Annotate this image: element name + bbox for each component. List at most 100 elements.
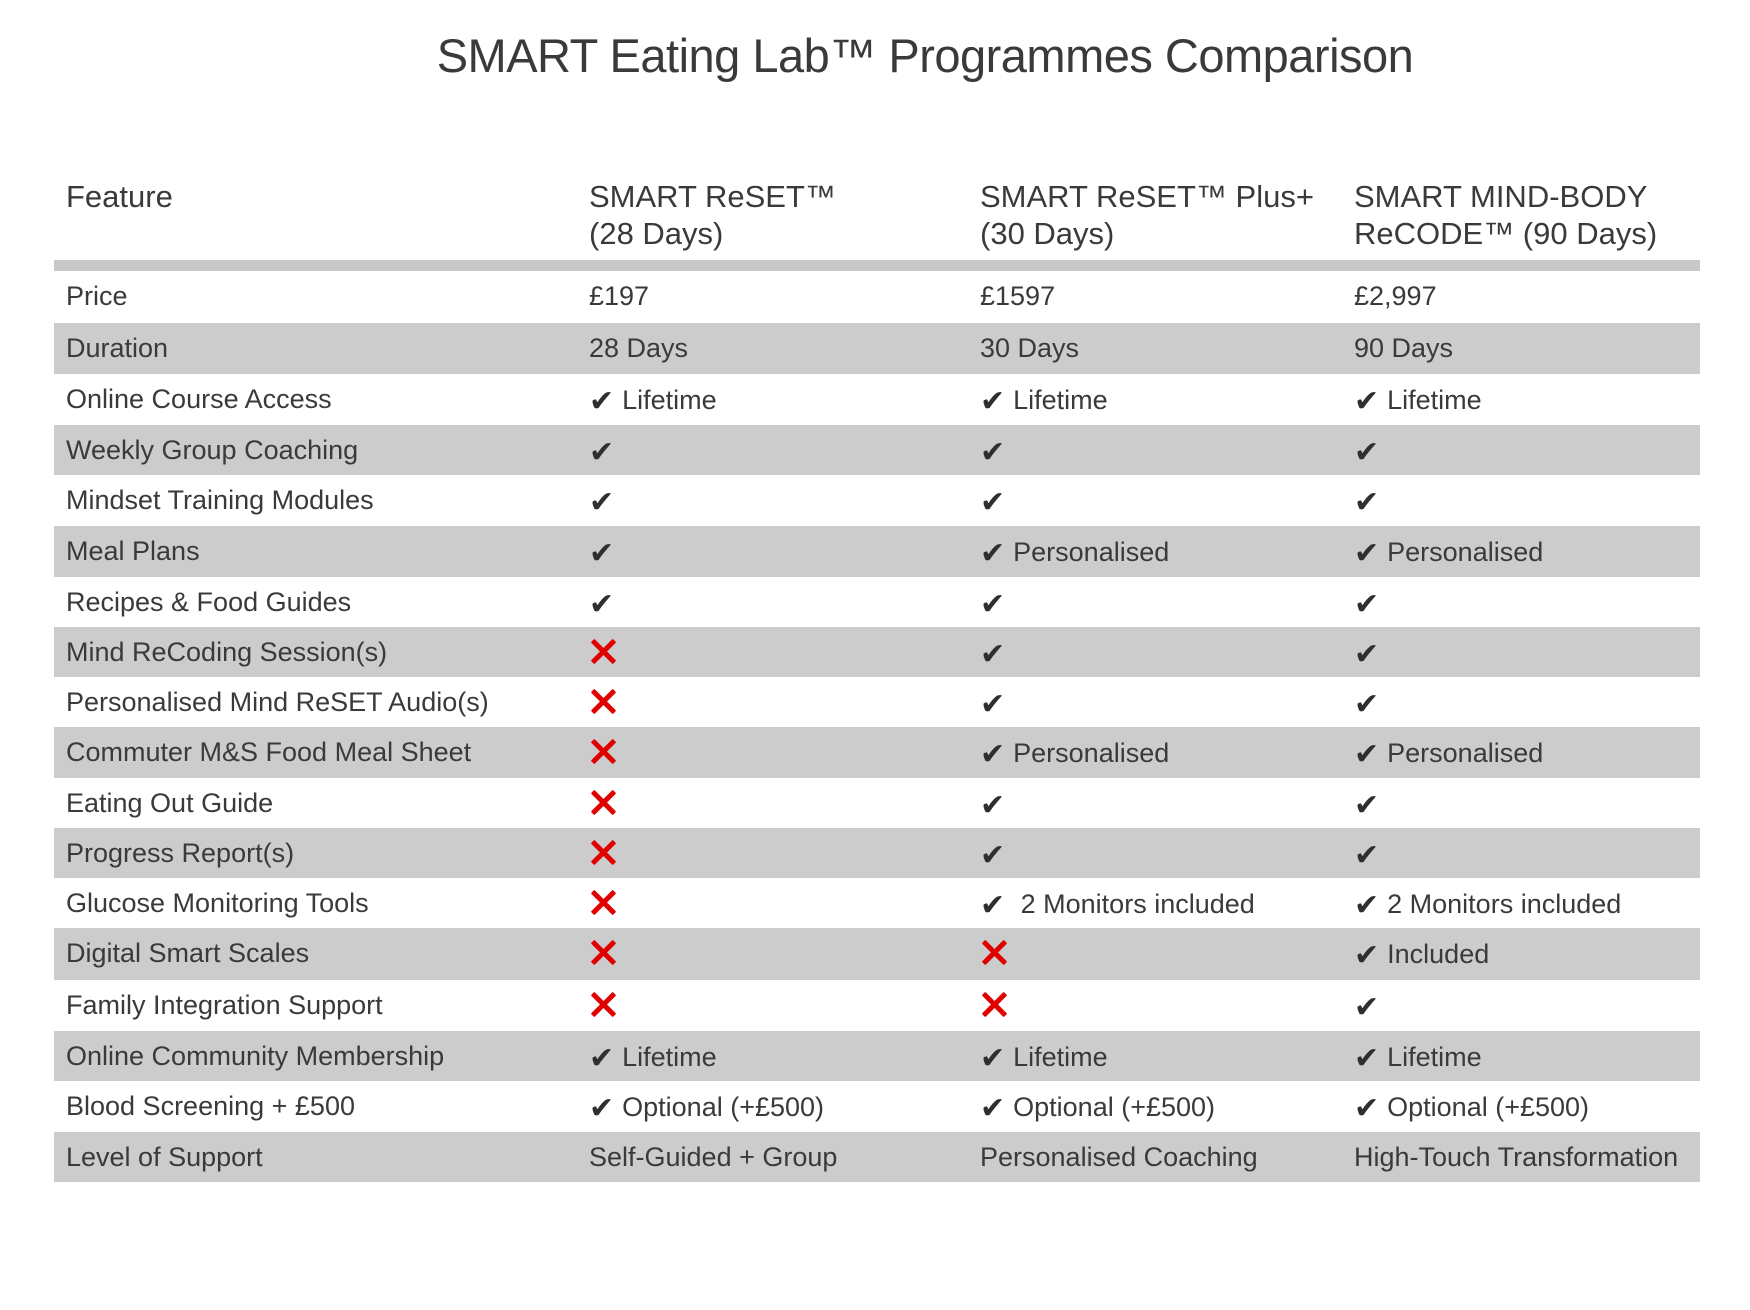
plan-cell-text: Lifetime: [622, 385, 717, 415]
check-icon: ✔: [980, 788, 1006, 823]
page-title: SMART Eating Lab™ Programmes Comparison: [436, 29, 1414, 82]
header-feature: Feature: [66, 179, 173, 214]
table-row: Glucose Monitoring Tools ✔ 2 Monitors inc…: [54, 878, 1700, 928]
check-icon: ✔: [980, 637, 1006, 672]
check-icon: ✔: [1354, 1091, 1380, 1126]
table-row: Mind ReCoding Session(s) ✔ ✔: [54, 627, 1700, 677]
header-smart-reset-plus-name: SMART ReSET™ Plus+: [980, 179, 1314, 214]
table-row: Mindset Training Modules ✔ ✔ ✔: [54, 475, 1700, 526]
check-icon: ✔: [980, 485, 1006, 520]
plan-cell: ✔ Personalised: [1354, 536, 1543, 571]
header-smart-reset-name: SMART ReSET™: [589, 179, 836, 214]
plan-cell: ✔ 2 Monitors included: [980, 888, 1255, 923]
plan-cell-text: Personalised: [1013, 537, 1170, 567]
plan-cell: ✔: [1354, 435, 1387, 470]
plan-cell-text: £2,997: [1354, 281, 1437, 311]
plan-cell: ✔: [1354, 838, 1387, 873]
plan-cell: ✔: [980, 587, 1013, 622]
plan-cell: ✔: [1354, 687, 1387, 722]
table-row: Personalised Mind ReSET Audio(s) ✔ ✔: [54, 677, 1700, 727]
plan-cell: [589, 737, 625, 768]
check-icon: ✔: [1354, 485, 1380, 520]
plan-cell: ✔ Personalised: [980, 737, 1169, 772]
check-icon: ✔: [980, 435, 1006, 470]
plan-cell-text: Personalised: [1013, 738, 1170, 768]
check-icon: ✔: [980, 687, 1006, 722]
plan-cell: ✔: [980, 637, 1013, 672]
check-icon: ✔: [589, 1041, 615, 1076]
plan-cell: £1597: [980, 281, 1055, 312]
cross-icon: [589, 788, 617, 816]
plan-cell: ✔: [589, 536, 622, 571]
check-icon: ✔: [980, 888, 1006, 923]
check-icon: ✔: [1354, 637, 1380, 672]
table-row: Duration 28 Days 30 Days 90 Days: [54, 323, 1700, 374]
table-row: Eating Out Guide ✔ ✔: [54, 778, 1700, 828]
feature-label: Price: [66, 281, 128, 311]
check-icon: ✔: [1354, 938, 1380, 973]
check-icon: ✔: [1354, 888, 1380, 923]
plan-cell-text: Optional (+£500): [1387, 1092, 1590, 1122]
plan-cell: ✔ Lifetime: [1354, 384, 1482, 419]
plan-cell-text: High-Touch Transformation: [1354, 1142, 1679, 1172]
feature-label: Weekly Group Coaching: [66, 435, 359, 465]
feature-label: Glucose Monitoring Tools: [66, 888, 369, 918]
plan-cell: [980, 938, 1016, 969]
feature-label: Recipes & Food Guides: [66, 587, 352, 617]
plan-cell-text: 28 Days: [589, 333, 689, 363]
check-icon: ✔: [1354, 435, 1380, 470]
plan-cell: ✔ Optional (+£500): [589, 1091, 824, 1126]
check-icon: ✔: [980, 737, 1006, 772]
table-row: Weekly Group Coaching ✔ ✔ ✔: [54, 425, 1700, 475]
plan-cell-text: Lifetime: [1387, 385, 1482, 415]
header-smart-reset-plus: SMART ReSET™ Plus+ (30 Days): [980, 178, 1314, 252]
plan-cell: ✔ Personalised: [1354, 737, 1543, 772]
plan-cell-text: Personalised: [1387, 537, 1544, 567]
feature-label: Duration: [66, 333, 169, 363]
feature-label: Level of Support: [66, 1142, 263, 1172]
cross-icon: [589, 637, 617, 665]
feature-label: Digital Smart Scales: [66, 938, 310, 968]
plan-cell-text: £1597: [980, 281, 1056, 311]
plan-cell-text: Lifetime: [1013, 1042, 1108, 1072]
check-icon: ✔: [589, 384, 615, 419]
plan-cell-text: Personalised Coaching: [980, 1142, 1258, 1172]
header-smart-reset-duration: (28 Days): [589, 216, 724, 251]
plan-cell-text: Lifetime: [1387, 1042, 1482, 1072]
plan-cell-text: 2 Monitors included: [1013, 889, 1255, 919]
plan-cell: ✔: [980, 485, 1013, 520]
feature-label: Online Community Membership: [66, 1041, 445, 1071]
table-row: Recipes & Food Guides ✔ ✔ ✔: [54, 577, 1700, 627]
feature-label: Mind ReCoding Session(s): [66, 637, 388, 667]
cross-icon: [589, 938, 617, 966]
table-row: Level of Support Self-Guided + Group Perso…: [54, 1132, 1700, 1182]
table-body: Price £197 £1597 £2,997 Duration 28 Days 30 Da…: [54, 271, 1700, 1182]
check-icon: ✔: [980, 1041, 1006, 1076]
cross-icon: [589, 990, 617, 1018]
check-icon: ✔: [980, 384, 1006, 419]
plan-cell: ✔: [589, 485, 622, 520]
plan-cell: Personalised Coaching: [980, 1142, 1258, 1173]
check-icon: ✔: [1354, 1041, 1380, 1076]
table-row: Progress Report(s) ✔ ✔: [54, 828, 1700, 878]
check-icon: ✔: [980, 838, 1006, 873]
check-icon: ✔: [1354, 737, 1380, 772]
feature-label: Blood Screening + £500: [66, 1091, 355, 1121]
table-row: Digital Smart Scales ✔ Included: [54, 928, 1700, 980]
feature-label: Commuter M&S Food Meal Sheet: [66, 737, 472, 767]
plan-cell-text: Lifetime: [1013, 385, 1108, 415]
plan-cell: Self-Guided + Group: [589, 1142, 837, 1173]
cross-icon: [589, 737, 617, 765]
check-icon: ✔: [1354, 384, 1380, 419]
header-mind-body-recode-name: SMART MIND-BODY: [1354, 179, 1648, 214]
check-icon: ✔: [1354, 587, 1380, 622]
plan-cell: ✔ Optional (+£500): [1354, 1091, 1589, 1126]
plan-cell: ✔ Lifetime: [980, 384, 1108, 419]
plan-cell-text: Optional (+£500): [1013, 1092, 1216, 1122]
plan-cell-text: 30 Days: [980, 333, 1080, 363]
plan-cell: 28 Days: [589, 333, 688, 364]
plan-cell: ✔: [1354, 485, 1387, 520]
plan-cell: [980, 990, 1016, 1021]
plan-cell: ✔: [1354, 637, 1387, 672]
plan-cell: ✔ Optional (+£500): [980, 1091, 1215, 1126]
